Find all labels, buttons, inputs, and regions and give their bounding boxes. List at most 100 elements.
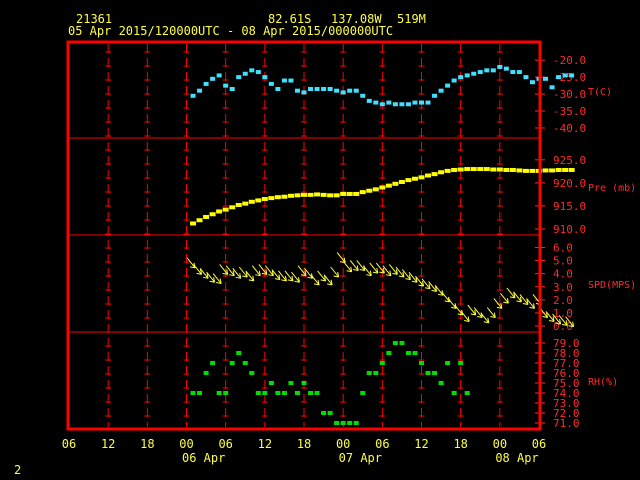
data-point [412,100,418,105]
data-point [425,173,432,178]
wind-arrow-head [206,273,209,279]
data-point [529,168,536,173]
data-point [503,66,509,71]
data-point [235,203,242,208]
wind-arrow [408,271,418,283]
wind-arrow-head [297,277,300,283]
data-point [333,193,340,198]
data-point [445,361,451,365]
data-point [327,193,334,198]
data-point [197,391,203,395]
panels-group: -20.0-25.0-30.0-35.0-40.0T(C)925.0920.09… [68,44,636,430]
data-point [451,78,457,83]
data-point [425,371,431,375]
data-point [281,391,287,395]
wind-arrow-head [457,313,463,316]
data-point [366,98,372,103]
wind-arrow [395,266,405,278]
data-point [190,391,196,395]
data-point [353,191,360,196]
wind-arrow-head [532,303,535,309]
data-point [470,167,477,172]
data-point [516,70,522,75]
data-point [255,391,261,395]
data-point [242,361,248,365]
data-point [274,195,281,200]
data-point [301,192,307,197]
page-number: 2 [14,463,21,477]
wind-arrow-head [506,298,509,304]
data-point [392,181,399,186]
wind-arrow [297,265,307,277]
wind-arrow [473,307,483,318]
wind-arrow [212,273,222,284]
data-point [399,102,405,107]
wind-arrow-head [568,325,574,328]
wind-arrow-head [483,321,489,324]
wind-arrow-head [245,271,248,278]
wind-arrow-head [513,292,516,299]
wind-arrow-head [343,257,346,263]
data-point [379,361,385,365]
wind-arrow [454,304,464,316]
data-point [360,391,366,395]
wind-arrow [330,266,340,278]
wind-arrow [447,298,457,309]
wind-arrow-head [278,274,281,280]
data-point [223,391,229,395]
wind-arrow-head [500,303,503,309]
wind-arrow-head [317,279,320,285]
x-tick-label: 06 [375,437,389,451]
y-tick-label: 925.0 [553,154,586,167]
wind-arrow-head [418,284,424,287]
wind-arrow-head [411,280,418,283]
wind-arrow-head [435,286,438,292]
wind-arrow-head [216,282,222,285]
data-point [490,167,497,172]
wind-arrow-head [219,278,222,284]
data-point [529,80,535,85]
wind-arrow-head [565,320,568,326]
wind-arrow-head [324,275,327,282]
wind-arrow-head [477,316,483,319]
wind-arrow-head [252,275,255,282]
data-point [308,87,314,91]
wind-arrow [206,271,216,283]
wind-arrow-head [330,279,333,285]
y-tick-label: 1.0 [553,307,573,320]
x-day-label: 08 Apr [495,451,538,465]
data-point [353,421,359,425]
wind-arrow-head [333,275,339,278]
x-tick-label: 06 [532,437,546,451]
data-point [568,167,575,172]
wind-arrow-head [366,274,372,277]
data-point [242,71,248,76]
data-point [229,361,235,365]
wind-arrow-head [431,289,437,292]
x-tick-label: 06 [218,437,232,451]
data-point [419,100,424,105]
data-point [373,371,379,375]
data-point [190,221,197,226]
data-point [379,102,385,107]
panel-3: 79.078.077.076.075.074.073.072.071.0 RH(%… [68,331,618,430]
wind-arrow-head [196,272,202,275]
data-point [477,70,483,75]
data-point [562,167,569,172]
data-point [307,192,314,197]
wind-arrow [460,311,470,322]
data-point [503,167,510,172]
data-point [509,167,516,172]
x-day-label: 07 Apr [339,451,382,465]
data-point [301,381,307,385]
wind-arrow-head [389,270,392,276]
x-tick-label: 00 [493,437,507,451]
data-point [496,167,503,172]
wind-arrow [519,294,529,305]
time-range: 05 Apr 2015/120000UTC - 08 Apr 2015/0000… [68,24,393,38]
wind-arrow-head [284,275,287,282]
station-id: 21361 [76,12,112,26]
wind-arrow-head [474,309,477,316]
wind-arrow-head [467,316,470,322]
wind-arrow [441,291,451,303]
